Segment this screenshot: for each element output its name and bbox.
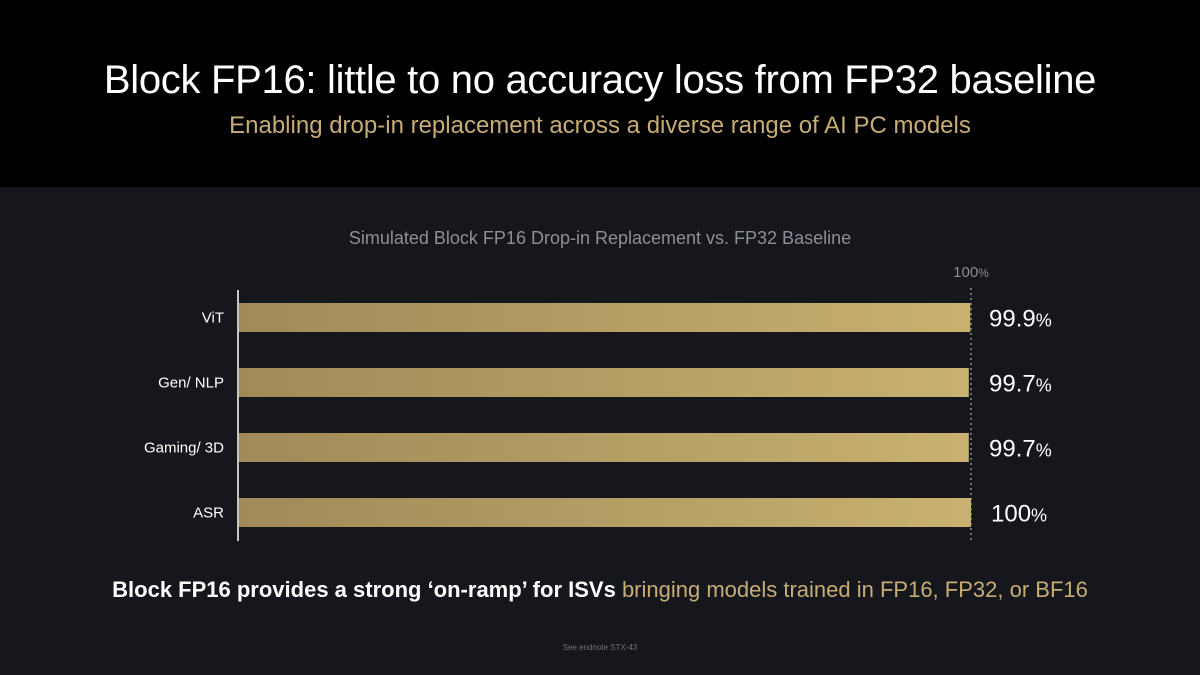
bar-1 — [239, 368, 969, 397]
header-band — [0, 0, 1200, 187]
category-label-2: Gaming/ 3D — [144, 440, 224, 457]
bar-2 — [239, 433, 969, 462]
value-label-3: 100% — [991, 501, 1047, 528]
bar-3 — [239, 498, 971, 527]
footer-bold-text: Block FP16 provides a strong ‘on-ramp’ f… — [112, 577, 616, 602]
chart-title: Simulated Block FP16 Drop-in Replacement… — [348, 228, 852, 248]
category-label-0: ViT — [202, 310, 224, 327]
page-subtitle: Enabling drop-in replacement across a di… — [229, 112, 971, 139]
bar-0 — [239, 303, 971, 332]
category-label-3: ASR — [193, 505, 224, 522]
value-label-0: 99.9% — [989, 306, 1052, 333]
page-title: Block FP16: little to no accuracy loss f… — [103, 58, 1097, 102]
value-label-2: 99.7% — [989, 436, 1052, 463]
footer-statement: Block FP16 provides a strong ‘on-ramp’ f… — [0, 577, 1200, 603]
category-label-1: Gen/ NLP — [158, 375, 224, 392]
endnote: See endnote STX-43 — [562, 643, 638, 652]
value-label-1: 99.7% — [989, 371, 1052, 398]
reference-label: 100% — [953, 264, 989, 281]
footer-text: bringing models trained in FP16, FP32, o… — [615, 577, 1088, 602]
